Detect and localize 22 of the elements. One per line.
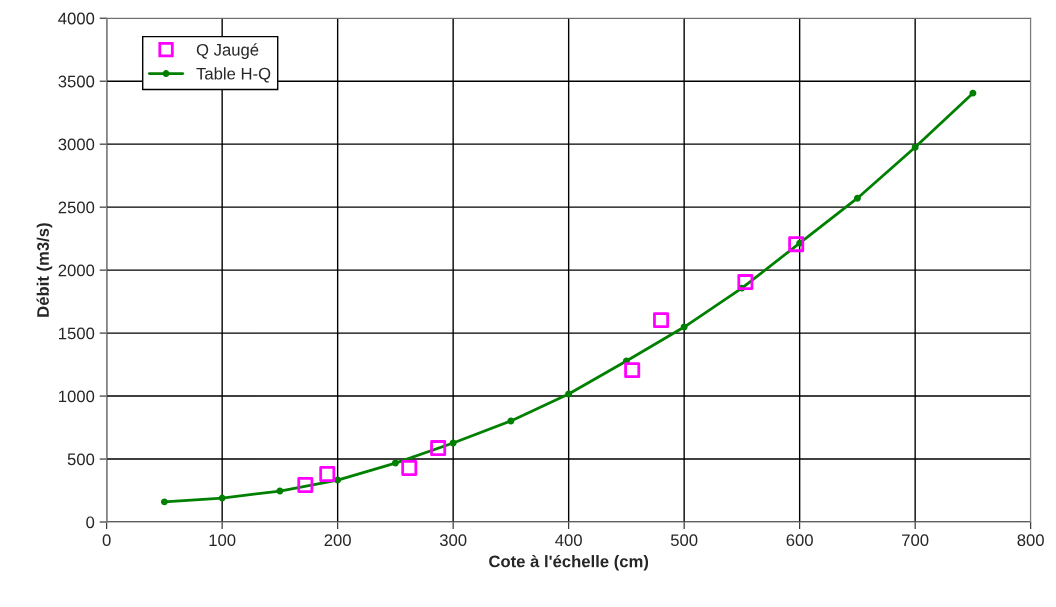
x-tick-label: 600 (786, 534, 813, 547)
x-tick-label: 0 (102, 534, 111, 547)
y-tick-label: 3000 (58, 138, 95, 151)
x-tick-label: 700 (902, 534, 929, 547)
y-tick-label: 1000 (59, 390, 95, 403)
legend-label: Q Jaugé (196, 43, 259, 60)
x-tick-label: 100 (209, 534, 236, 547)
legend-label: Table H-Q (196, 67, 271, 83)
x-tick-label: 500 (670, 534, 698, 547)
x-tick-label: 800 (1017, 534, 1044, 547)
x-tick-label: 300 (439, 534, 467, 547)
x-axis-title: Cote à l'échelle (cm) (489, 554, 649, 571)
y-tick-label: 500 (67, 453, 95, 466)
y-tick-label: 1500 (59, 327, 95, 340)
y-tick-label: 4000 (58, 12, 95, 25)
y-axis-title: Débit (m3/s) (36, 223, 53, 317)
x-tick-label: 400 (555, 534, 582, 547)
x-tick-label: 200 (324, 534, 351, 547)
y-tick-label: 2000 (58, 264, 95, 277)
y-tick-label: 2500 (58, 201, 95, 214)
y-tick-label: 0 (86, 516, 95, 529)
y-tick-label: 3500 (58, 75, 95, 88)
